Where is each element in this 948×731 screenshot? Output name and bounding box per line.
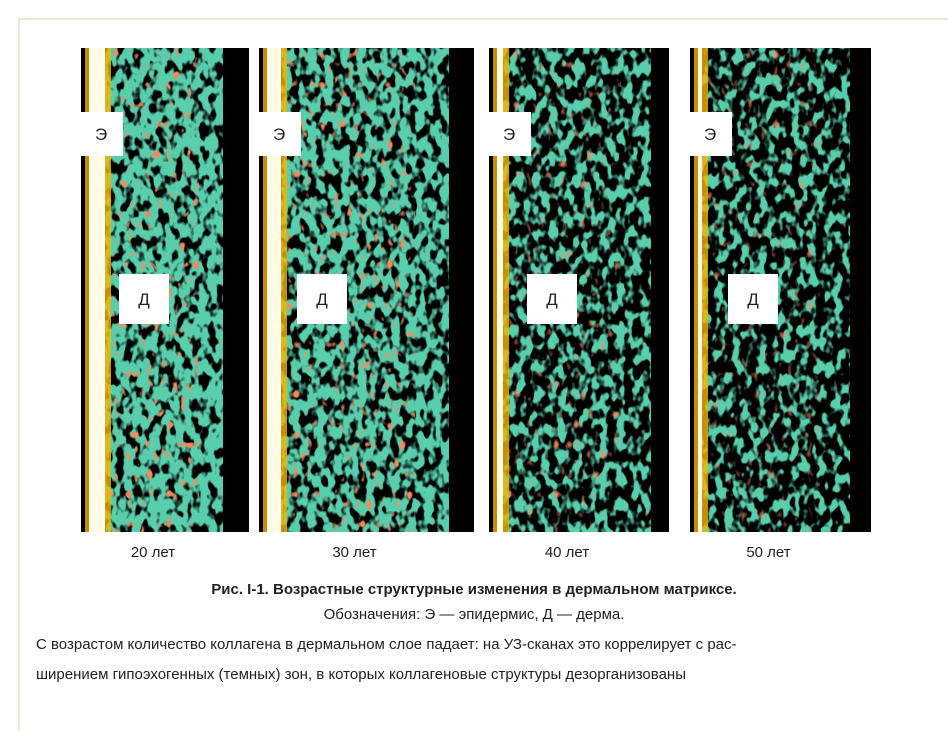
panel-caption: 50 лет xyxy=(746,544,790,561)
ultrasound-panel: Э Д 50 лет xyxy=(690,48,871,561)
panel-caption: 30 лет xyxy=(332,544,376,561)
epidermis-band xyxy=(497,48,503,532)
dermis-label: Д xyxy=(316,290,328,309)
legend: Обозначения: Э — эпидермис, Д — дерма. xyxy=(323,606,625,623)
label-box xyxy=(690,112,732,156)
label-box xyxy=(297,274,347,324)
label-box xyxy=(728,274,778,324)
dermis-label: Д xyxy=(546,290,558,309)
ultrasound-panel: Э Д 30 лет xyxy=(259,48,474,561)
description-line: ширением гипоэхогенных (темных) зон, в к… xyxy=(36,666,686,683)
epidermis-label: Э xyxy=(95,125,107,144)
figure-images: Э Д 20 лет Э Д 30 лет Э Д 40 лет Э Д 50 лет xyxy=(81,48,871,561)
figure-title: Рис. I-1. Возрастные структурные изменен… xyxy=(0,581,948,598)
label-box xyxy=(119,274,169,324)
label-box xyxy=(527,274,577,324)
title-number: Рис. I-1. xyxy=(211,581,269,598)
epidermis-band xyxy=(267,48,281,532)
label-box xyxy=(81,112,123,156)
epidermis-band xyxy=(698,48,702,532)
frame xyxy=(18,18,948,731)
label-box xyxy=(489,112,531,156)
description-line: С возрастом количество коллагена в дерма… xyxy=(36,636,737,653)
panel-caption: 40 лет xyxy=(545,544,589,561)
epidermis-label: Э xyxy=(273,125,285,144)
epidermis-label: Э xyxy=(503,125,515,144)
epidermis-band xyxy=(89,48,105,532)
dermis-label: Д xyxy=(747,290,759,309)
ultrasound-panel: Э Д 40 лет xyxy=(489,48,669,561)
ultrasound-panel: Э Д 20 лет xyxy=(81,48,249,561)
epidermis-label: Э xyxy=(704,125,716,144)
panel-caption: 20 лет xyxy=(131,544,175,561)
dermis-label: Д xyxy=(138,290,150,309)
title-text: Возрастные структурные изменения в дерма… xyxy=(273,581,737,598)
label-box xyxy=(259,112,301,156)
